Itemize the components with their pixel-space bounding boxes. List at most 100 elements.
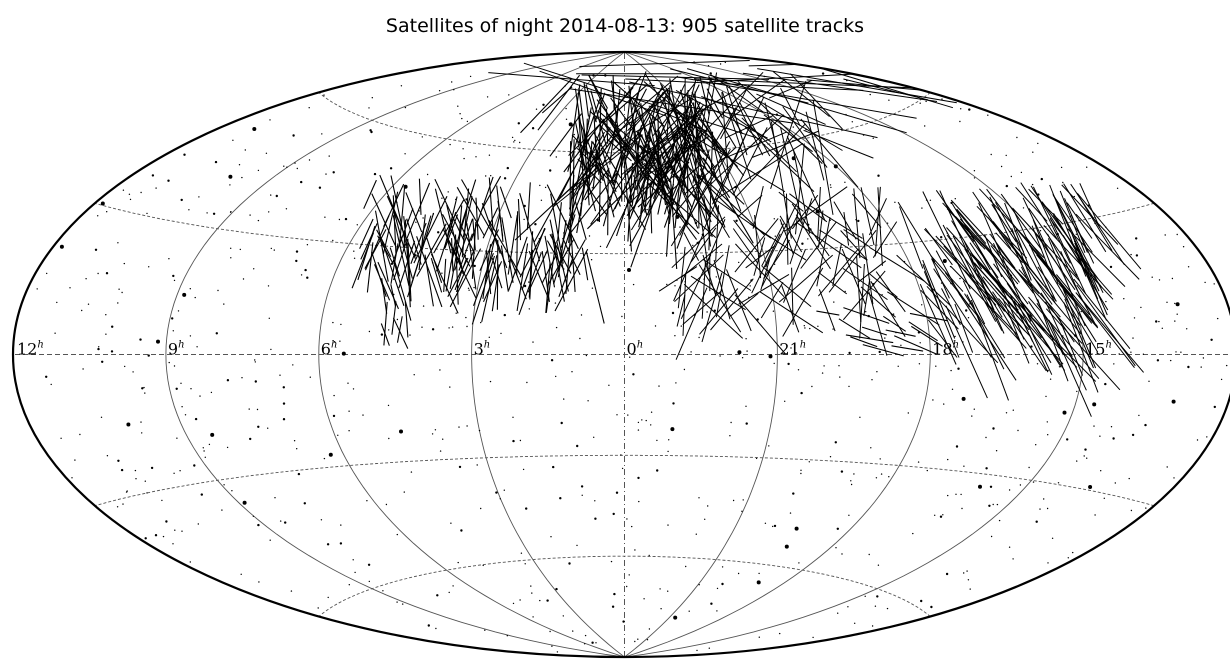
ra-tick-label: 15h bbox=[1085, 340, 1112, 359]
satellite-track bbox=[479, 229, 500, 272]
satellite-track bbox=[861, 326, 887, 336]
satellite-track bbox=[1047, 267, 1099, 353]
star-point bbox=[1060, 166, 1063, 169]
star-point bbox=[173, 365, 176, 367]
satellite-track bbox=[800, 118, 859, 188]
star-point bbox=[1104, 382, 1107, 386]
satellite-track bbox=[721, 91, 729, 179]
star-point bbox=[951, 388, 954, 390]
star-point bbox=[579, 337, 581, 340]
satellite-track bbox=[1061, 284, 1097, 369]
star-point bbox=[282, 386, 285, 389]
star-point bbox=[118, 288, 120, 290]
satellite-track bbox=[623, 110, 639, 168]
star-point bbox=[212, 212, 216, 215]
star-point bbox=[844, 290, 846, 293]
star-point bbox=[546, 599, 549, 602]
star-point bbox=[645, 419, 647, 422]
satellite-track bbox=[759, 291, 824, 334]
star-point bbox=[1035, 444, 1037, 446]
satellite-track bbox=[806, 79, 938, 92]
star-point bbox=[960, 108, 962, 110]
star-point bbox=[143, 386, 145, 389]
ra-tick-hours: 15h bbox=[1085, 340, 1112, 359]
satellite-track bbox=[507, 214, 518, 275]
satellite-track bbox=[818, 248, 859, 297]
star-point bbox=[520, 552, 523, 554]
star-point bbox=[226, 446, 229, 449]
star-point bbox=[190, 388, 192, 390]
star-point bbox=[643, 598, 645, 600]
star-point bbox=[180, 382, 182, 384]
satellite-track bbox=[1063, 290, 1097, 343]
star-point bbox=[396, 318, 399, 321]
star-point bbox=[730, 421, 732, 424]
star-point bbox=[215, 332, 218, 335]
satellite-track bbox=[605, 149, 656, 249]
satellite-track bbox=[791, 267, 794, 325]
star-point bbox=[495, 491, 498, 494]
star-point bbox=[146, 212, 148, 215]
star-point bbox=[1047, 562, 1049, 564]
star-point bbox=[773, 362, 775, 365]
satellite-track bbox=[392, 317, 409, 349]
satellite-track bbox=[529, 249, 534, 300]
satellite-track bbox=[816, 217, 831, 287]
star-point bbox=[1156, 359, 1160, 362]
star-point bbox=[960, 493, 962, 496]
satellite-track bbox=[418, 178, 422, 215]
star-point bbox=[532, 616, 534, 618]
star-point bbox=[503, 177, 507, 180]
star-point bbox=[531, 592, 533, 594]
satellite-track bbox=[986, 188, 1018, 231]
satellite-track bbox=[413, 195, 448, 264]
satellite-track bbox=[1020, 182, 1058, 240]
satellite-track bbox=[690, 275, 746, 311]
satellite-track bbox=[862, 233, 874, 305]
star-point bbox=[869, 93, 871, 96]
satellite-track bbox=[456, 187, 485, 236]
star-point bbox=[568, 562, 571, 565]
satellite-track bbox=[1010, 295, 1034, 342]
star-point bbox=[240, 573, 242, 575]
star-point bbox=[795, 352, 797, 354]
star-point bbox=[985, 467, 988, 470]
star-point bbox=[202, 447, 204, 449]
satellite-track bbox=[541, 251, 550, 302]
satellite-track bbox=[546, 184, 579, 249]
star-point bbox=[573, 133, 575, 136]
satellite-track bbox=[751, 233, 781, 294]
satellite-track bbox=[599, 116, 648, 173]
star-point bbox=[868, 553, 870, 556]
star-point bbox=[1076, 460, 1078, 462]
star-point bbox=[257, 523, 260, 527]
satellite-track bbox=[544, 235, 556, 288]
satellite-track bbox=[623, 162, 633, 252]
star-point bbox=[894, 201, 896, 203]
satellite-track bbox=[648, 114, 669, 172]
star-point bbox=[659, 588, 661, 590]
satellite-track bbox=[701, 272, 723, 343]
star-point bbox=[189, 561, 191, 563]
star-point bbox=[165, 520, 168, 523]
satellite-track bbox=[652, 101, 685, 179]
star-point bbox=[704, 518, 706, 520]
ra-tick-hours: 21h bbox=[779, 340, 806, 359]
satellite-track bbox=[706, 219, 726, 263]
star-point bbox=[297, 472, 301, 476]
star-point bbox=[847, 606, 849, 608]
star-point bbox=[150, 466, 154, 470]
star-point bbox=[622, 620, 625, 623]
star-point bbox=[741, 357, 744, 359]
satellite-track bbox=[648, 105, 708, 132]
star-point bbox=[584, 634, 587, 637]
star-point bbox=[707, 65, 710, 67]
star-point bbox=[721, 566, 724, 568]
satellite-track bbox=[962, 280, 986, 325]
satellite-track bbox=[552, 134, 643, 208]
star-point bbox=[457, 105, 459, 107]
star-point bbox=[274, 497, 276, 499]
satellite-track bbox=[978, 202, 1016, 286]
satellite-track bbox=[761, 215, 798, 287]
star-point bbox=[173, 472, 175, 474]
